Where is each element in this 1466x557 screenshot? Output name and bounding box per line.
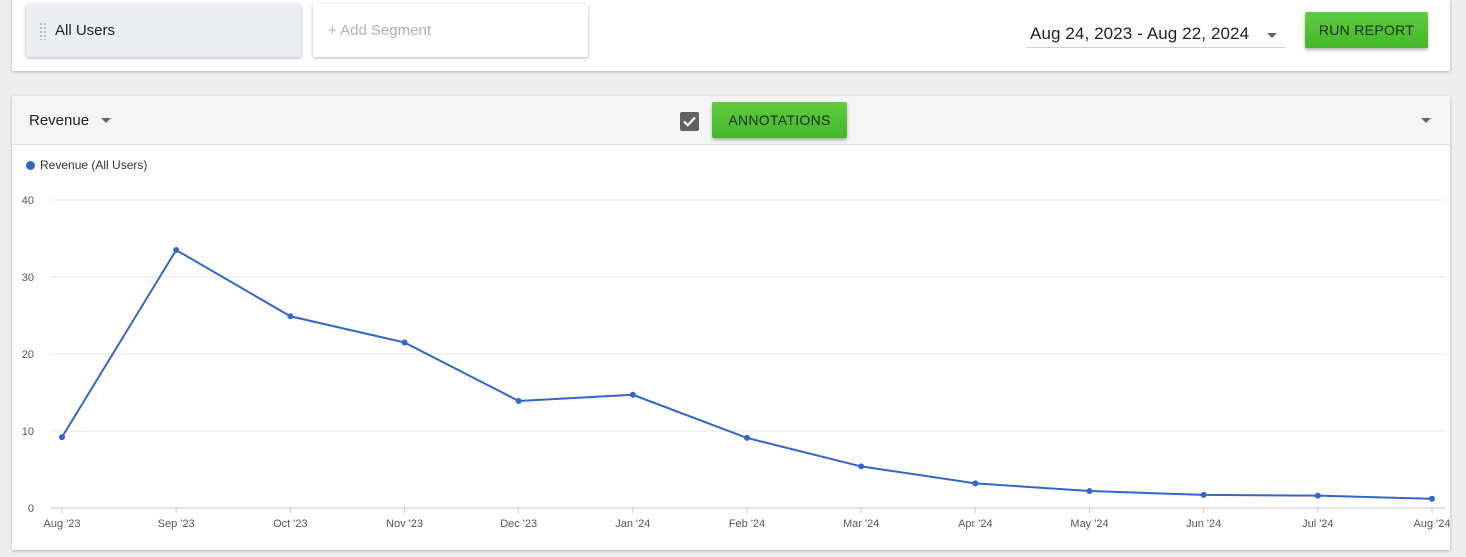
x-tick-label: Jun '24 <box>1186 518 1221 530</box>
segment-toolbar: All Users + Add Segment Aug 24, 2023 - A… <box>12 0 1450 71</box>
add-segment-button[interactable]: + Add Segment <box>313 4 588 57</box>
data-point[interactable] <box>1429 495 1435 502</box>
x-tick-label: Feb '24 <box>729 518 765 530</box>
data-point[interactable] <box>287 313 294 320</box>
annotations-button[interactable]: ANNOTATIONS <box>712 102 847 138</box>
collapse-chevron-icon[interactable] <box>1421 118 1431 123</box>
data-point[interactable] <box>972 480 979 487</box>
x-tick-label: May '24 <box>1070 518 1108 530</box>
data-point[interactable] <box>515 397 522 404</box>
chevron-down-icon <box>101 117 112 123</box>
series-line-revenue <box>61 248 1433 500</box>
annotations-checkbox[interactable] <box>680 112 699 131</box>
y-tick-label: 20 <box>22 349 34 361</box>
segment-chip-label: All Users <box>55 22 116 39</box>
x-tick-label: Aug '23 <box>44 518 81 530</box>
x-tick-label: Mar '24 <box>843 518 879 530</box>
x-tick-label: Jul '24 <box>1302 518 1333 530</box>
metric-select[interactable]: Revenue <box>29 110 112 130</box>
data-point[interactable] <box>1200 491 1207 498</box>
data-point[interactable] <box>629 391 636 398</box>
x-tick-label: Nov '23 <box>386 518 423 530</box>
line-chart: 0 10 20 30 40 Aug '23 Sep '23 Oct '23 Nov '23 Dec… <box>22 195 1450 530</box>
x-tick-label: Jan '24 <box>615 518 650 530</box>
y-tick-label: 30 <box>22 272 34 284</box>
x-tick-label: Sep '23 <box>158 518 195 530</box>
chart-legend: Revenue (All Users) <box>26 158 147 172</box>
data-point[interactable] <box>744 434 750 441</box>
x-tick-label: Oct '23 <box>273 518 308 530</box>
data-point[interactable] <box>173 247 180 254</box>
x-tick-label: Aug '24 <box>1414 518 1450 530</box>
checkmark-icon <box>683 116 696 127</box>
chart-header: Revenue ANNOTATIONS <box>12 96 1450 145</box>
data-point[interactable] <box>858 463 865 470</box>
y-tick-label: 40 <box>22 195 34 207</box>
date-range-select[interactable]: Aug 24, 2023 - Aug 22, 2024 <box>1026 20 1285 48</box>
metric-label: Revenue <box>29 111 90 129</box>
drag-handle-icon[interactable] <box>39 21 47 40</box>
legend-dot-icon <box>26 160 35 170</box>
y-tick-label: 0 <box>28 503 34 515</box>
data-point[interactable] <box>401 339 408 346</box>
data-point[interactable] <box>1314 492 1321 499</box>
date-range-value: Aug 24, 2023 - Aug 22, 2024 <box>1030 23 1250 43</box>
data-point[interactable] <box>1086 488 1093 495</box>
run-report-button[interactable]: RUN REPORT <box>1305 12 1428 48</box>
x-tick-label: Apr '24 <box>958 518 993 530</box>
segment-chip-all-users[interactable]: All Users <box>26 4 301 57</box>
y-tick-label: 10 <box>22 426 34 438</box>
data-point[interactable] <box>59 434 65 441</box>
legend-label: Revenue (All Users) <box>40 158 148 172</box>
x-tick-label: Dec '23 <box>500 518 537 530</box>
chevron-down-icon <box>1267 33 1277 38</box>
chart-card: Revenue ANNOTATIONS 0 10 20 30 40 Aug '23 Sep … <box>12 96 1450 550</box>
